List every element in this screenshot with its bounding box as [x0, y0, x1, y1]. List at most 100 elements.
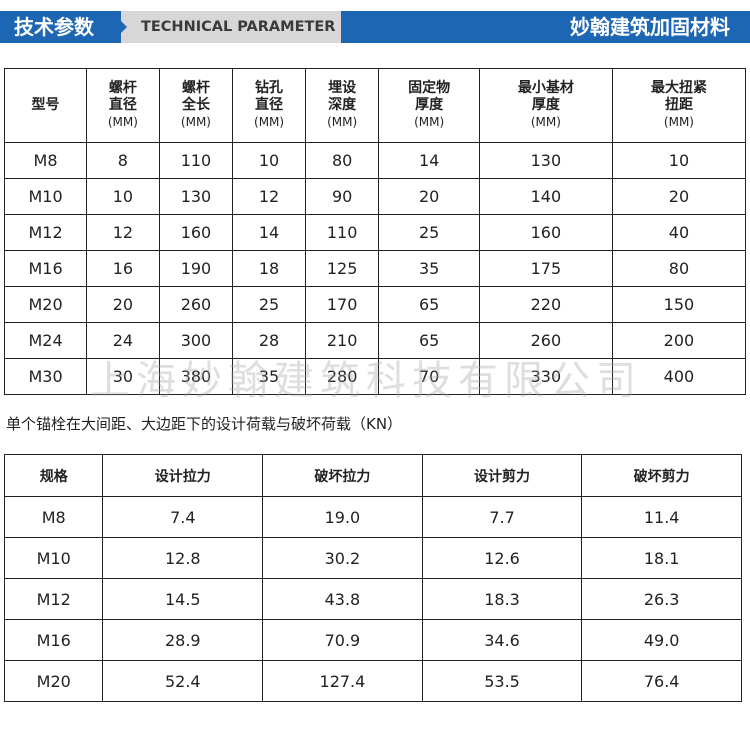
column-header: 固定物 厚度 (MM)	[378, 68, 480, 143]
table-cell: 7.4	[102, 496, 264, 538]
table-cell: 150	[611, 286, 747, 323]
header-line1: 螺杆	[108, 80, 137, 96]
table-row: M16 16 190 18 125 35 175 80	[3, 250, 747, 287]
table-cell: 43.8	[262, 578, 423, 620]
table-cell: 14.5	[102, 578, 264, 620]
table-cell: 10	[611, 142, 747, 179]
table-cell: 28.9	[102, 619, 264, 661]
load-table-caption: 单个锚栓在大间距、大边距下的设计荷载与破坏荷载（KN）	[6, 415, 403, 433]
table-cell: 10	[232, 142, 306, 179]
section-banner: 技术参数 TECHNICAL PARAMETER 妙翰建筑加固材料	[0, 11, 750, 43]
banner-title-en: TECHNICAL PARAMETER	[121, 11, 341, 43]
table-cell: 24	[86, 322, 160, 359]
column-header: 最大扭紧 扭距 (MM)	[611, 68, 747, 143]
table-cell: M16	[3, 619, 104, 661]
table-cell: 35	[232, 358, 306, 395]
table-cell: 380	[158, 358, 234, 395]
table-cell: 49.0	[581, 619, 742, 661]
table-cell: 19.0	[262, 496, 423, 538]
table-row: M8 7.4 19.0 7.7 11.4	[3, 496, 742, 538]
table-cell: 130	[478, 142, 613, 179]
table-cell: 34.6	[421, 619, 583, 661]
header-line2: 厚度	[415, 97, 444, 113]
table-cell: 220	[478, 286, 613, 323]
header-line2: 深度	[328, 97, 357, 113]
table-cell: 53.5	[421, 660, 583, 702]
table-cell: 52.4	[102, 660, 264, 702]
table-cell: 80	[611, 250, 747, 287]
header-line1: 埋设	[328, 80, 357, 96]
table-cell: M20	[3, 660, 104, 702]
table-cell: 11.4	[581, 496, 742, 538]
table-cell: M8	[3, 496, 104, 538]
header-line1: 固定物	[408, 80, 451, 96]
column-header: 埋设 深度 (MM)	[304, 68, 380, 143]
table-cell: 200	[611, 322, 747, 359]
header-line2: 直径	[255, 97, 284, 113]
header-unit: (MM)	[414, 115, 445, 129]
table-row: M20 20 260 25 170 65 220 150	[3, 286, 747, 323]
table-cell: 7.7	[421, 496, 583, 538]
table-header-row: 型号 螺杆 直径 (MM) 螺杆 全长 (MM) 钻孔 直径 (MM) 埋设 深度 (MM) 固定物 厚度 (…	[3, 68, 747, 143]
table-cell: 130	[158, 178, 234, 215]
technical-parameter-table: 型号 螺杆 直径 (MM) 螺杆 全长 (MM) 钻孔 直径 (MM) 埋设 深度 (MM) 固定物 厚度 (…	[3, 68, 747, 395]
header-line1: 最小基材	[517, 80, 574, 96]
table-cell: M12	[3, 578, 104, 620]
table-cell: M10	[3, 178, 88, 215]
header-line2: 全长	[181, 97, 210, 113]
column-header: 型号	[3, 68, 88, 143]
table-cell: 400	[611, 358, 747, 395]
table-cell: 127.4	[262, 660, 423, 702]
table-cell: 76.4	[581, 660, 742, 702]
table-cell: 160	[158, 214, 234, 251]
table-cell: 30.2	[262, 537, 423, 579]
table-cell: 12	[86, 214, 160, 251]
header-unit: (MM)	[663, 115, 694, 129]
table-cell: 125	[304, 250, 380, 287]
header-line1: 最大扭紧	[650, 80, 707, 96]
header-unit: (MM)	[254, 115, 285, 129]
table-row: M24 24 300 28 210 65 260 200	[3, 322, 747, 359]
table-cell: 35	[378, 250, 480, 287]
table-cell: 20	[611, 178, 747, 215]
table-row: M20 52.4 127.4 53.5 76.4	[3, 660, 742, 702]
column-header: 破坏拉力	[262, 454, 423, 497]
table-row: M10 12.8 30.2 12.6 18.1	[3, 537, 742, 579]
table-cell: 12.8	[102, 537, 264, 579]
table-cell: 70	[378, 358, 480, 395]
table-cell: M30	[3, 358, 88, 395]
table-cell: 65	[378, 322, 480, 359]
header-unit: (MM)	[530, 115, 561, 129]
header-unit: (MM)	[327, 115, 358, 129]
table-row: M8 8 110 10 80 14 130 10	[3, 142, 747, 179]
table-cell: 14	[232, 214, 306, 251]
header-unit: (MM)	[107, 115, 138, 129]
table-cell: 175	[478, 250, 613, 287]
table-cell: 330	[478, 358, 613, 395]
column-header: 规格	[3, 454, 104, 497]
table-row: M12 14.5 43.8 18.3 26.3	[3, 578, 742, 620]
column-header: 螺杆 全长 (MM)	[158, 68, 234, 143]
table-cell: 70.9	[262, 619, 423, 661]
table-cell: M10	[3, 537, 104, 579]
table-cell: 8	[86, 142, 160, 179]
table-cell: 10	[86, 178, 160, 215]
table-cell: 30	[86, 358, 160, 395]
table-cell: M20	[3, 286, 88, 323]
table-cell: 300	[158, 322, 234, 359]
table-cell: 12.6	[421, 537, 583, 579]
banner-title-cn-text: 技术参数	[14, 15, 94, 39]
table-cell: 25	[378, 214, 480, 251]
column-header: 钻孔 直径 (MM)	[232, 68, 306, 143]
table-cell: M16	[3, 250, 88, 287]
table-cell: 260	[478, 322, 613, 359]
table-cell: 210	[304, 322, 380, 359]
table-cell: 20	[86, 286, 160, 323]
table-cell: 12	[232, 178, 306, 215]
table-cell: 20	[378, 178, 480, 215]
table-cell: 28	[232, 322, 306, 359]
table-row: M30 30 380 35 280 70 330 400	[3, 358, 747, 395]
column-header: 螺杆 直径 (MM)	[86, 68, 160, 143]
load-table: 规格 设计拉力 破坏拉力 设计剪力 破坏剪力 M8 7.4 19.0 7.7 11.4 M10 12…	[3, 454, 742, 702]
header-unit: (MM)	[180, 115, 211, 129]
